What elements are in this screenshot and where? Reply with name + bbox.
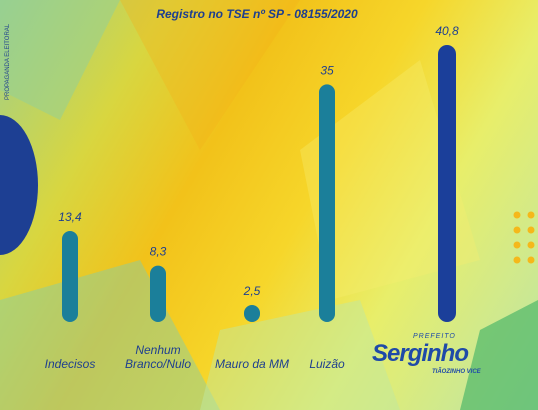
logo-top: PREFEITO (413, 333, 456, 340)
value-label: 40,8 (435, 24, 459, 38)
bg-shape (460, 300, 538, 410)
bg-shape (0, 260, 220, 410)
x-tick-label: Nenhum Branco/Nulo (124, 343, 192, 371)
value-label: 2,5 (243, 284, 261, 298)
side-note: PROPAGANDA ELEITORAL (5, 23, 11, 100)
bar (244, 305, 260, 322)
bar (150, 265, 166, 322)
value-label: 8,3 (150, 245, 167, 259)
bar (319, 84, 335, 322)
x-tick-label: Indecisos (44, 357, 96, 371)
bg-shape (0, 0, 120, 120)
decor-circle (0, 115, 38, 255)
bg-shape (300, 60, 480, 300)
logo-name: Serginho (372, 340, 469, 367)
bg-shape (120, 0, 300, 150)
decor-dots (513, 211, 535, 264)
logo-bottom: TIÃOZINHO VICE (432, 369, 481, 375)
bg-shape (200, 300, 400, 410)
value-label: 13,4 (58, 210, 82, 224)
bar (62, 231, 78, 322)
x-tick-label: Mauro da MM (214, 357, 290, 371)
value-label: 35 (320, 63, 334, 77)
bar (438, 44, 456, 323)
x-tick-label: Luizão (309, 357, 345, 371)
chart-title: Registro no TSE nº SP - 08155/2020 (156, 7, 358, 21)
